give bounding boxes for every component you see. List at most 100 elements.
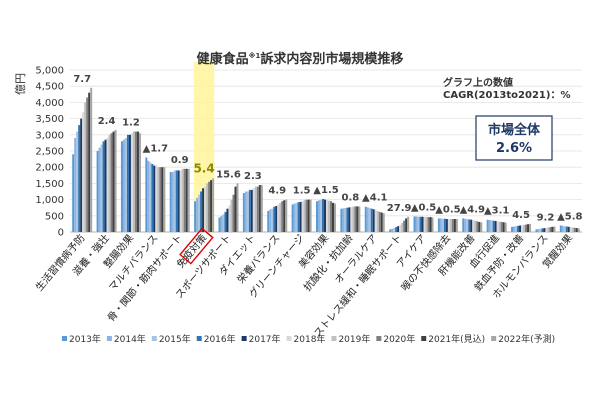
bar [181,168,184,232]
bar [451,219,454,232]
chart-title-note: ※1 [249,51,261,60]
bar [571,227,574,232]
bar [468,219,471,232]
bar [250,189,253,232]
bar [74,138,77,232]
bar [153,165,156,232]
bar [504,222,507,232]
bar [439,218,442,232]
bar [445,219,448,232]
bar [285,199,288,232]
bar [200,191,203,232]
bar [149,162,152,232]
bar [112,131,115,232]
y-tick-label: 0 [58,228,64,239]
bar [569,227,572,232]
bar [324,199,326,232]
bar [177,170,180,232]
bar [329,201,332,232]
bar [271,208,274,232]
bar [535,229,538,232]
bar [352,206,355,232]
bar [346,207,349,232]
bar [551,226,554,232]
bar [549,227,552,232]
bar [130,133,133,232]
bar [291,204,294,232]
bar [183,168,186,232]
highlight-label-box [179,227,214,265]
bar [429,217,432,232]
bar [305,199,308,232]
bar [391,228,394,232]
bar [151,163,154,232]
bar [466,219,469,232]
bar [72,154,75,232]
bar [498,221,501,232]
cagr-label: 2.4 [98,116,116,127]
bar [78,125,81,232]
bar [316,201,319,232]
bar [206,183,209,232]
bar [122,139,125,232]
bar [124,138,127,232]
bar [163,167,166,232]
bar [173,170,176,232]
cagr-label: ▲4.1 [362,193,387,204]
y-tick-label: 2,500 [35,147,64,158]
cagr-label: ▲0.5 [411,202,436,213]
bar [423,216,426,232]
bar [374,209,377,232]
bar [326,199,328,232]
bar [76,131,79,232]
bar [102,141,105,232]
bar [295,202,298,232]
bar [281,201,284,232]
bar [88,92,91,233]
bar [322,198,325,232]
bar [269,209,272,232]
bar [267,210,270,232]
y-tick-label: 5,000 [35,66,64,77]
bar [539,228,542,232]
bar [525,224,528,232]
bar [449,219,452,232]
legend-swatch [151,336,157,341]
bar [401,222,404,232]
bar [559,225,562,232]
legend-label: 2021年(見込) [428,333,485,345]
bar [126,134,129,232]
bar [543,228,546,232]
bar [147,160,150,232]
bar [563,226,566,232]
cagr-note-line1: グラフ上の数値 [443,76,513,89]
legend-swatch [106,336,112,341]
bar [224,211,227,232]
bar [128,134,131,232]
bar [134,131,137,232]
legend-swatch [376,336,382,341]
bar [196,197,199,232]
y-tick-label: 4,000 [35,98,64,109]
bar [244,191,247,232]
cagr-label: 0.9 [171,155,189,166]
legend-swatch [196,336,202,341]
bar [283,200,286,232]
bar [106,138,109,232]
y-axis-label: 億円 [14,73,27,95]
bar [120,141,123,232]
bar [108,134,111,232]
bar [372,209,375,232]
bar [169,172,172,232]
bar [252,188,255,232]
bar [521,225,524,232]
bar [464,218,467,232]
bar [476,221,479,232]
bar [425,217,428,232]
bar [333,203,336,232]
bar [340,208,343,232]
bar [519,225,522,232]
bar [114,129,117,232]
bar [220,215,223,232]
bar [553,226,556,232]
